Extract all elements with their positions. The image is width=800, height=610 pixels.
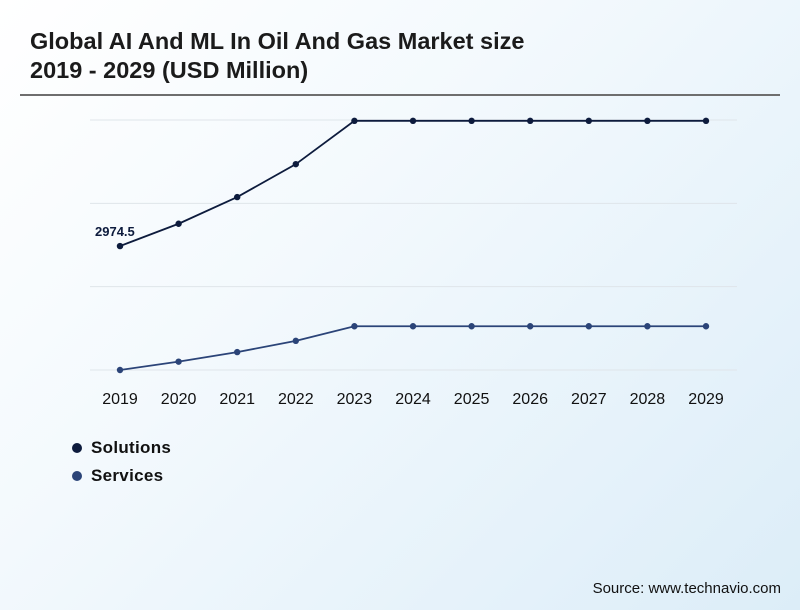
data-point <box>234 193 241 201</box>
x-tick-label: 2027 <box>571 391 607 408</box>
x-tick-label: 2025 <box>454 391 490 408</box>
data-point <box>468 323 475 330</box>
data-point <box>351 117 358 125</box>
x-tick-label: 2023 <box>337 391 373 408</box>
x-tick-label: 2019 <box>102 391 138 408</box>
legend-label-solutions: Solutions <box>91 438 172 457</box>
legend-item-services: Services <box>72 462 171 490</box>
legend-marker-solutions <box>72 443 82 453</box>
x-tick-label: 2029 <box>688 391 724 408</box>
data-point <box>527 323 534 330</box>
data-point <box>409 323 417 330</box>
title-line-1: Global AI And ML In Oil And Gas Market s… <box>30 28 525 54</box>
legend-label-services: Services <box>91 466 164 485</box>
x-tick-label: 2026 <box>512 391 548 408</box>
data-label: 2974.5 <box>95 224 135 239</box>
data-point <box>409 117 417 125</box>
x-tick-label: 2020 <box>161 391 197 408</box>
data-point <box>644 117 651 125</box>
data-point <box>702 117 710 125</box>
x-tick-label: 2021 <box>219 391 255 408</box>
x-tick-label: 2028 <box>630 391 666 408</box>
series-line-services <box>119 325 706 371</box>
data-point <box>292 160 299 168</box>
legend-marker-services <box>72 471 82 481</box>
chart-title: Global AI And ML In Oil And Gas Market s… <box>30 27 770 85</box>
data-point <box>585 117 592 125</box>
data-point <box>468 117 475 125</box>
x-tick-label: 2024 <box>395 391 431 408</box>
data-point <box>351 323 358 330</box>
data-point <box>702 323 710 330</box>
data-point <box>175 220 182 227</box>
data-point <box>644 323 651 330</box>
x-tick-label: 2022 <box>278 391 314 408</box>
title-divider <box>20 94 780 96</box>
data-point <box>527 117 534 125</box>
data-point <box>116 242 124 250</box>
series-line-solutions <box>119 119 706 247</box>
data-point <box>292 337 299 345</box>
legend: Solutions Services <box>72 434 171 490</box>
data-point <box>175 358 182 365</box>
source-credit: Source: www.technavio.com <box>592 580 781 597</box>
title-line-2: 2019 - 2029 (USD Million) <box>30 57 309 83</box>
data-point <box>234 348 241 356</box>
data-point <box>116 366 124 374</box>
data-point <box>585 323 592 330</box>
legend-item-solutions: Solutions <box>72 434 171 462</box>
